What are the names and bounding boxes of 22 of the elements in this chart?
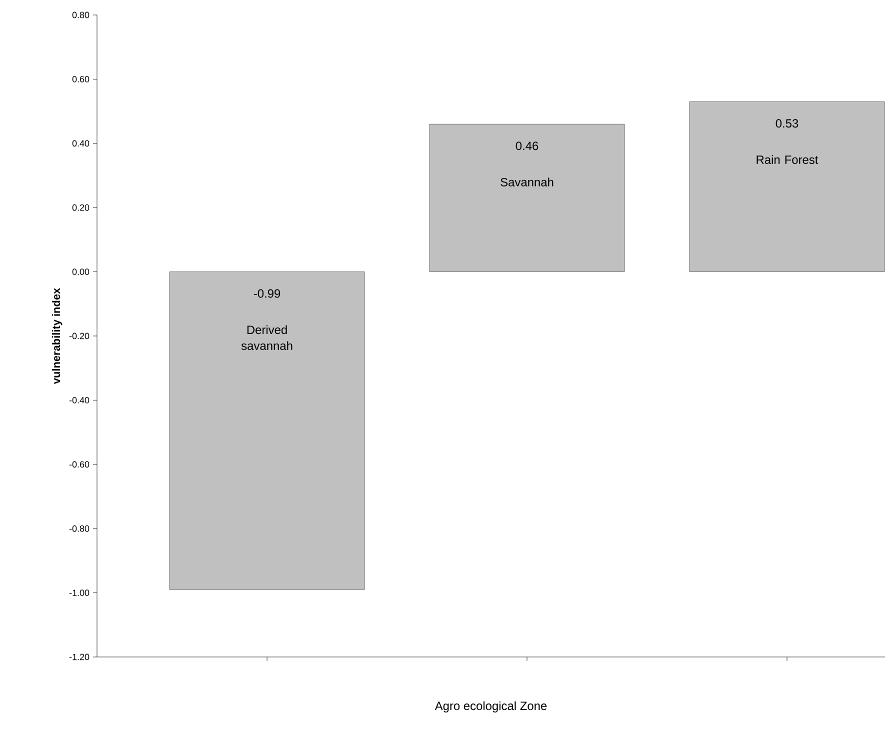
y-tick-label: -0.40	[69, 397, 90, 404]
y-tick-label: -0.80	[69, 525, 90, 532]
bar	[689, 101, 885, 272]
y-tick-label: 0.00	[72, 268, 90, 275]
y-tick-label: 0.80	[72, 12, 90, 18]
data-label: 0.53	[776, 119, 798, 128]
y-tick-label: 0.60	[72, 76, 90, 82]
y-tick-label: 0.40	[72, 140, 90, 147]
y-tick-label: -0.60	[69, 461, 90, 468]
y-tick-label: -1.00	[69, 590, 90, 596]
x-tick-label: Rain Forest	[756, 155, 818, 164]
bar	[429, 124, 625, 272]
x-tick-label: Savannah	[500, 178, 554, 186]
data-label: 0.46	[516, 142, 538, 150]
x-axis-title: Agro ecological Zone	[434, 701, 547, 712]
data-label: -0.99	[254, 289, 280, 298]
x-tick-label: Derived savannah	[241, 325, 292, 350]
y-tick-label: 0.20	[72, 204, 90, 211]
y-axis-title: vulnerability index	[52, 288, 62, 384]
bar	[169, 272, 365, 590]
y-tick-label: -1.20	[69, 654, 90, 660]
y-tick-label: -0.20	[69, 332, 90, 340]
